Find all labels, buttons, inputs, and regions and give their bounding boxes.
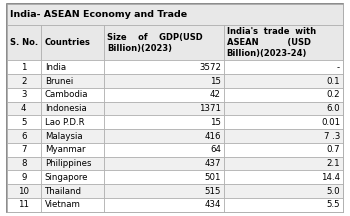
Text: 4: 4	[21, 104, 27, 113]
Text: Lao P.D.R: Lao P.D.R	[45, 118, 84, 127]
Text: Myanmar: Myanmar	[45, 145, 85, 154]
Text: India's  trade  with
ASEAN          (USD
Billion)(2023-24): India's trade with ASEAN (USD Billion)(2…	[226, 27, 316, 58]
Text: 434: 434	[204, 200, 221, 209]
Text: India- ASEAN Economy and Trade: India- ASEAN Economy and Trade	[10, 10, 188, 19]
Bar	[41, 88, 104, 102]
Text: 416: 416	[204, 132, 221, 141]
Text: 14.4: 14.4	[321, 173, 340, 182]
Text: 9: 9	[21, 173, 27, 182]
Bar	[7, 170, 41, 184]
Bar	[7, 143, 41, 157]
Text: India: India	[45, 63, 66, 72]
Bar	[224, 25, 343, 60]
Text: Thailand: Thailand	[45, 187, 82, 195]
Bar	[7, 60, 41, 74]
Text: 7: 7	[21, 145, 27, 154]
Text: 15: 15	[210, 118, 221, 127]
Bar	[224, 88, 343, 102]
Text: 2.1: 2.1	[327, 159, 340, 168]
Bar	[7, 88, 41, 102]
Bar	[41, 170, 104, 184]
Text: 1371: 1371	[199, 104, 221, 113]
Text: 5.0: 5.0	[327, 187, 340, 195]
Text: 0.7: 0.7	[327, 145, 340, 154]
Bar	[224, 60, 343, 74]
Bar	[41, 116, 104, 129]
Bar	[7, 4, 343, 25]
Bar	[104, 143, 224, 157]
Text: 5.5: 5.5	[327, 200, 340, 209]
Bar	[41, 25, 104, 60]
Bar	[104, 129, 224, 143]
Text: 0.1: 0.1	[327, 77, 340, 86]
Text: 5: 5	[21, 118, 27, 127]
Bar	[104, 116, 224, 129]
Text: Malaysia: Malaysia	[45, 132, 83, 141]
Text: 42: 42	[210, 90, 221, 99]
Bar	[7, 198, 41, 212]
Text: Philippines: Philippines	[45, 159, 91, 168]
Bar	[41, 129, 104, 143]
Bar	[104, 102, 224, 116]
Bar	[41, 74, 104, 88]
Bar	[41, 60, 104, 74]
Text: 3: 3	[21, 90, 27, 99]
Bar	[104, 170, 224, 184]
Bar	[224, 116, 343, 129]
Bar	[7, 102, 41, 116]
Text: 64: 64	[210, 145, 221, 154]
Bar	[224, 198, 343, 212]
Bar	[224, 143, 343, 157]
Text: 15: 15	[210, 77, 221, 86]
Bar	[41, 184, 104, 198]
Bar	[224, 170, 343, 184]
Text: Countries: Countries	[45, 38, 91, 47]
Text: 501: 501	[204, 173, 221, 182]
Bar	[104, 74, 224, 88]
Bar	[224, 102, 343, 116]
Bar	[7, 116, 41, 129]
Bar	[104, 60, 224, 74]
Bar	[104, 25, 224, 60]
Text: -: -	[337, 63, 340, 72]
Text: 0.2: 0.2	[327, 90, 340, 99]
Bar	[41, 198, 104, 212]
Text: 1: 1	[21, 63, 27, 72]
Text: Size    of    GDP(USD
Billion)(2023): Size of GDP(USD Billion)(2023)	[107, 33, 203, 53]
Bar	[104, 198, 224, 212]
Text: S. No.: S. No.	[10, 38, 38, 47]
Text: 11: 11	[18, 200, 29, 209]
Bar	[224, 129, 343, 143]
Bar	[7, 184, 41, 198]
Text: Singapore: Singapore	[45, 173, 88, 182]
Bar	[41, 102, 104, 116]
Text: 8: 8	[21, 159, 27, 168]
Text: 0.01: 0.01	[321, 118, 340, 127]
Bar	[41, 143, 104, 157]
Bar	[104, 88, 224, 102]
Text: 6.0: 6.0	[327, 104, 340, 113]
Text: Cambodia: Cambodia	[45, 90, 88, 99]
Text: 3572: 3572	[199, 63, 221, 72]
Bar	[7, 157, 41, 170]
Text: 6: 6	[21, 132, 27, 141]
Bar	[41, 157, 104, 170]
Bar	[7, 25, 41, 60]
Bar	[104, 157, 224, 170]
Bar	[7, 74, 41, 88]
Text: 437: 437	[204, 159, 221, 168]
Text: 7 .3: 7 .3	[324, 132, 340, 141]
Bar	[224, 74, 343, 88]
Bar	[7, 129, 41, 143]
Text: 515: 515	[204, 187, 221, 195]
Text: 10: 10	[18, 187, 29, 195]
Bar	[224, 157, 343, 170]
Text: Indonesia: Indonesia	[45, 104, 86, 113]
Text: Vietnam: Vietnam	[45, 200, 81, 209]
Text: 2: 2	[21, 77, 27, 86]
Text: Brunei: Brunei	[45, 77, 73, 86]
Bar	[104, 184, 224, 198]
Bar	[224, 184, 343, 198]
